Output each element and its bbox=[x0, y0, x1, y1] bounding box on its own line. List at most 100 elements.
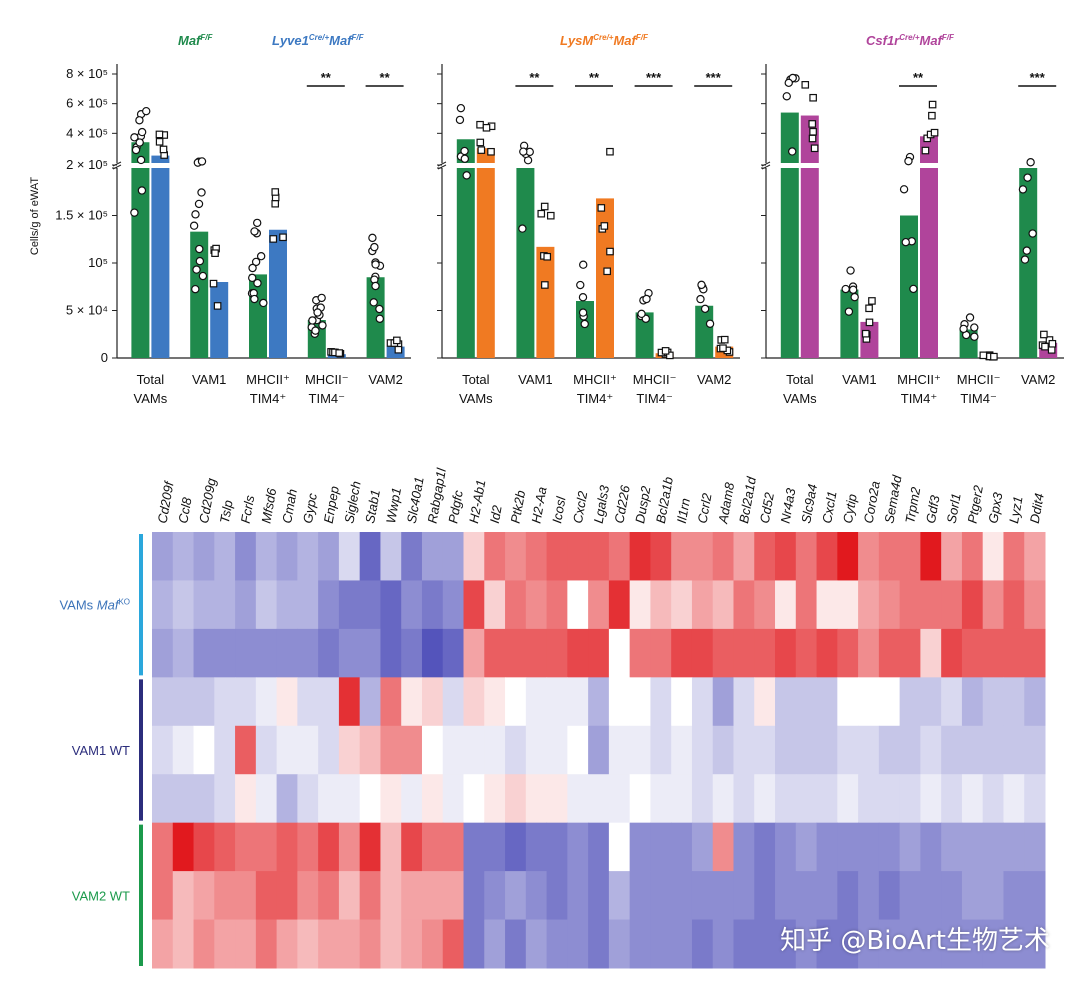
heatmap-cell bbox=[235, 628, 257, 678]
legend-base: Maf bbox=[613, 33, 637, 48]
bar bbox=[131, 168, 150, 358]
data-point bbox=[928, 100, 937, 109]
heatmap-cell bbox=[152, 532, 174, 581]
data-point bbox=[191, 210, 200, 219]
heatmap-cell bbox=[359, 532, 381, 581]
heatmap-cell bbox=[152, 725, 174, 775]
heatmap-cell bbox=[235, 822, 257, 872]
heatmap-column-label: Cmah bbox=[279, 488, 300, 525]
heatmap-cell bbox=[754, 580, 776, 630]
heatmap-cell bbox=[276, 628, 298, 678]
y-axis-title: Cells/g of eWAT bbox=[29, 177, 41, 256]
heatmap-cell bbox=[1003, 725, 1025, 775]
heatmap-cell bbox=[172, 532, 195, 581]
heatmap-cell bbox=[214, 677, 236, 727]
heatmap-cell bbox=[712, 725, 734, 775]
legend-sup: F/F bbox=[352, 33, 365, 42]
heatmap-cell bbox=[588, 677, 610, 727]
heatmap-cell bbox=[421, 628, 444, 678]
heatmap-cell bbox=[505, 822, 527, 872]
data-point bbox=[311, 326, 320, 335]
heatmap-cell bbox=[235, 871, 257, 921]
data-point bbox=[697, 280, 706, 290]
heatmap-cell bbox=[941, 774, 963, 824]
heatmap-cell bbox=[276, 677, 298, 727]
heatmap-cell bbox=[733, 774, 755, 824]
heatmap-column-label: Gpx3 bbox=[985, 491, 1005, 525]
heatmap-cell bbox=[899, 822, 921, 872]
heatmap-cell bbox=[401, 677, 423, 727]
heatmap-cell bbox=[816, 774, 838, 824]
heatmap-cell bbox=[1024, 919, 1046, 969]
heatmap-cell bbox=[255, 822, 278, 872]
data-point bbox=[784, 78, 793, 88]
heatmap-cell bbox=[691, 774, 714, 824]
heatmap-cell bbox=[359, 871, 381, 921]
heatmap-cell bbox=[525, 628, 548, 678]
y-tick-label: 1.5 × 10⁵ bbox=[55, 208, 108, 223]
heatmap-column-label: Bcl2a1b bbox=[653, 476, 676, 525]
heatmap-cell bbox=[359, 919, 381, 969]
group-label-base: VAM2 WT bbox=[72, 888, 130, 903]
heatmap-cell bbox=[982, 532, 1004, 581]
data-point bbox=[841, 284, 850, 294]
data-point bbox=[252, 218, 262, 228]
heatmap-cell bbox=[1024, 774, 1046, 824]
data-point bbox=[901, 237, 910, 247]
heatmap-cell bbox=[359, 628, 381, 678]
data-point bbox=[970, 323, 979, 332]
legend-maf-ff: MafF/F bbox=[178, 33, 214, 48]
heatmap-cell bbox=[608, 725, 631, 775]
heatmap-cell bbox=[380, 677, 402, 727]
legend-lysm: LysMCre/+MafF/F bbox=[560, 33, 649, 48]
heatmap-cell bbox=[152, 580, 174, 630]
heatmap-cell bbox=[338, 871, 361, 921]
heatmap-cell bbox=[858, 677, 880, 727]
heatmap-cell bbox=[276, 532, 298, 581]
heatmap-cell bbox=[816, 822, 838, 872]
heatmap-cell bbox=[546, 822, 568, 872]
heatmap-column-label: Bcl2a1d bbox=[736, 475, 759, 525]
heatmap-cell bbox=[214, 628, 236, 678]
heatmap-cell bbox=[235, 725, 257, 775]
heatmap-cell bbox=[899, 580, 921, 630]
heatmap-cell bbox=[961, 725, 984, 775]
heatmap-column-label: Ptger2 bbox=[964, 483, 986, 524]
heatmap-cell bbox=[484, 532, 506, 581]
heatmap-cell bbox=[588, 628, 610, 678]
data-point bbox=[1047, 346, 1056, 354]
heatmap-column-label: H2-Ab1 bbox=[466, 479, 488, 525]
heatmap-cell bbox=[421, 677, 444, 727]
data-point bbox=[600, 222, 609, 230]
heatmap-cell bbox=[671, 628, 693, 678]
heatmap-cell bbox=[338, 677, 361, 727]
heatmap-cell bbox=[380, 871, 402, 921]
heatmap-cell bbox=[608, 822, 631, 872]
bar bbox=[780, 112, 799, 163]
data-point bbox=[369, 298, 378, 307]
heatmap-cell bbox=[484, 919, 506, 969]
x-tick-label: TIM4⁻ bbox=[309, 391, 345, 406]
heatmap-cell bbox=[484, 822, 506, 872]
data-point bbox=[375, 314, 384, 324]
heatmap-cell bbox=[982, 822, 1004, 872]
heatmap-column-label: Trpm2 bbox=[902, 485, 923, 524]
heatmap-cell bbox=[193, 677, 215, 727]
heatmap-cell bbox=[733, 532, 755, 581]
data-point bbox=[250, 227, 259, 236]
heatmap-cell bbox=[816, 532, 838, 581]
x-tick-label: VAM1 bbox=[842, 372, 876, 387]
heatmap-cell bbox=[878, 919, 901, 969]
heatmap-cell bbox=[775, 580, 797, 630]
data-point bbox=[271, 188, 280, 196]
heatmap-cell bbox=[691, 871, 714, 921]
data-point bbox=[318, 321, 327, 330]
heatmap-cell bbox=[878, 677, 901, 727]
data-point bbox=[195, 244, 204, 254]
heatmap-cell bbox=[608, 580, 631, 630]
heatmap-cell bbox=[214, 919, 236, 969]
data-point bbox=[930, 128, 939, 137]
y-tick-label: 5 × 10⁴ bbox=[66, 303, 108, 318]
heatmap-cell bbox=[546, 580, 568, 630]
